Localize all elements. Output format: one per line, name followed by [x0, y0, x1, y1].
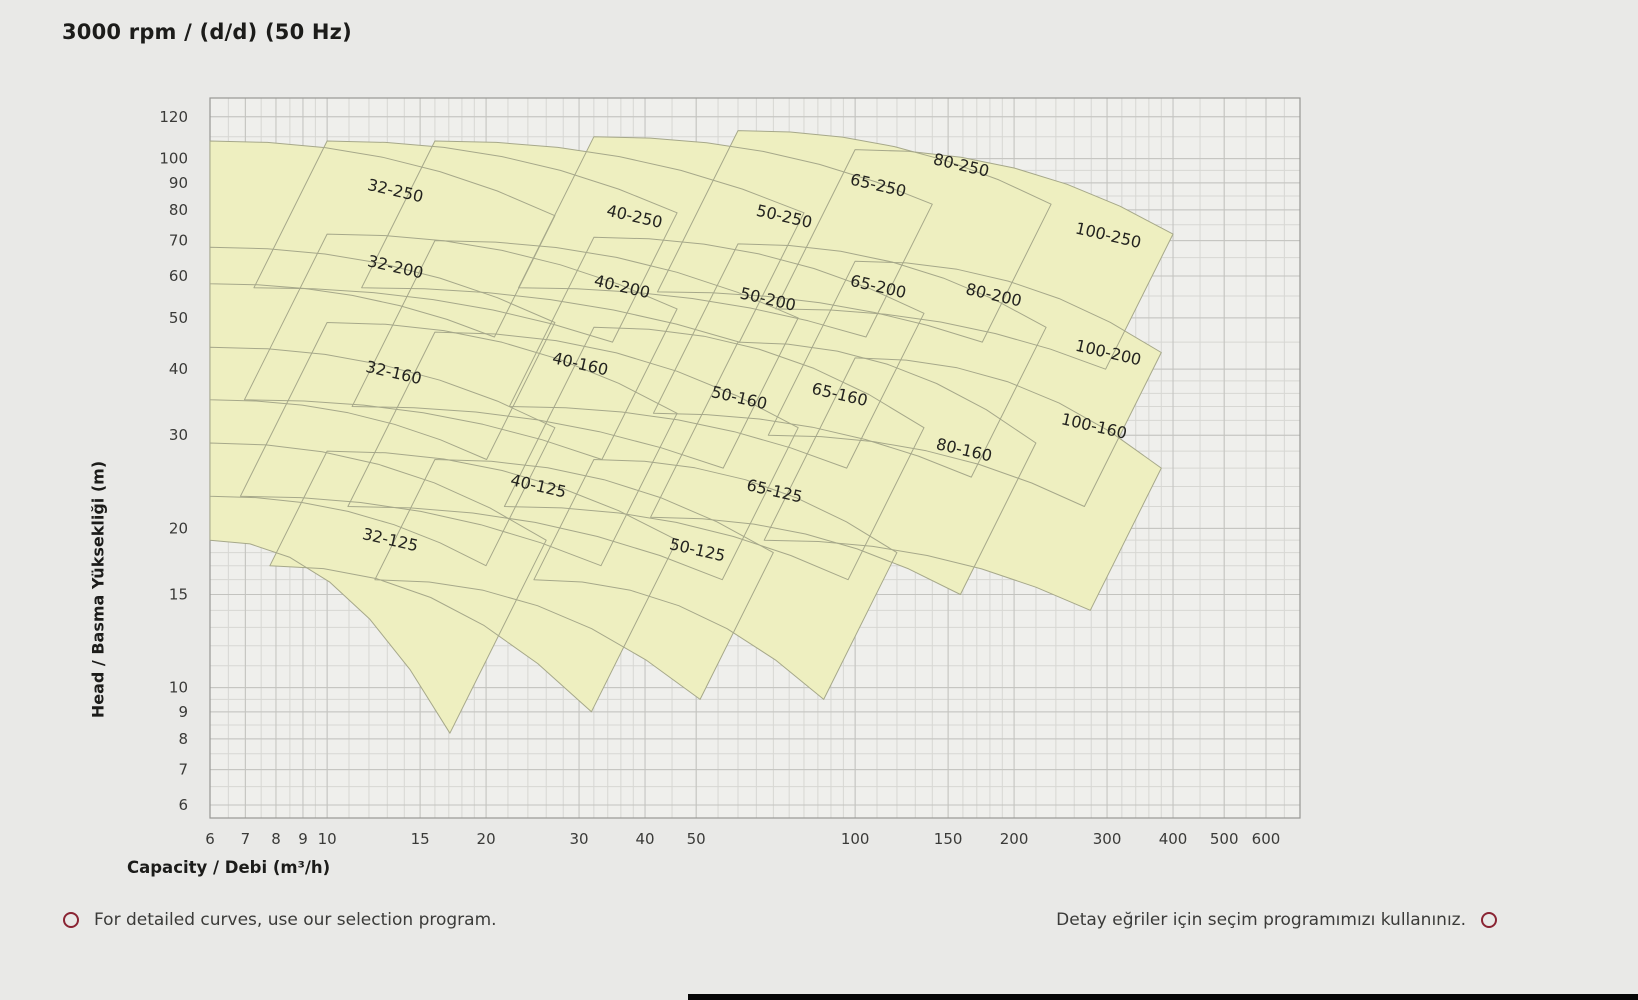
y-tick-label: 20: [169, 519, 188, 537]
x-tick-label: 10: [318, 830, 337, 848]
pump-envelope-100-160: [764, 357, 1162, 611]
y-tick-label: 15: [169, 585, 188, 603]
y-tick-label: 40: [169, 360, 188, 378]
pump-envelopes-fill: [210, 130, 1173, 734]
y-tick-label: 90: [169, 174, 188, 192]
footer-note-tr-text: Detay eğriler için seçim programımızı ku…: [1056, 910, 1466, 930]
y-tick-label: 7: [178, 761, 188, 779]
x-tick-label: 8: [271, 830, 281, 848]
x-tick-label: 500: [1210, 830, 1239, 848]
x-tick-label: 300: [1093, 830, 1122, 848]
bottom-black-bar: [688, 994, 1638, 1000]
y-axis-label: Head / Basma Yüksekliği (m): [88, 460, 108, 719]
footer-note-en-text: For detailed curves, use our selection p…: [94, 910, 497, 930]
y-tick-label: 80: [169, 201, 188, 219]
x-tick-label: 7: [241, 830, 251, 848]
x-axis-label: Capacity / Debi (m³/h): [127, 858, 331, 877]
bullet-circle-icon: [63, 912, 79, 928]
y-tick-label: 100: [159, 150, 188, 168]
y-tick-label: 60: [169, 267, 188, 285]
y-tick-label: 10: [169, 679, 188, 697]
x-tick-label: 15: [411, 830, 430, 848]
x-tick-label: 600: [1252, 830, 1281, 848]
x-tick-label: 6: [205, 830, 215, 848]
footer-note-en: For detailed curves, use our selection p…: [63, 910, 497, 930]
y-tick-label: 30: [169, 426, 188, 444]
x-tick-label: 9: [298, 830, 308, 848]
y-tick-label: 70: [169, 232, 188, 250]
y-tick-label: 50: [169, 309, 188, 327]
y-tick-label: 9: [178, 703, 188, 721]
page-title: 3000 rpm / (d/d) (50 Hz): [62, 20, 352, 44]
pump-envelopes-outline: [209, 130, 1174, 734]
y-tick-label: 120: [159, 108, 188, 126]
x-tick-label: 400: [1159, 830, 1188, 848]
x-tick-label: 150: [934, 830, 963, 848]
x-tick-label: 40: [635, 830, 654, 848]
x-tick-label: 20: [477, 830, 496, 848]
x-tick-label: 100: [841, 830, 870, 848]
x-tick-label: 200: [1000, 830, 1029, 848]
footer-note-tr: Detay eğriler için seçim programımızı ku…: [1056, 910, 1497, 930]
x-tick-label: 50: [687, 830, 706, 848]
y-tick-label: 8: [178, 730, 188, 748]
bullet-circle-icon: [1481, 912, 1497, 928]
y-tick-label: 6: [178, 796, 188, 814]
pump-envelope-65-125: [533, 459, 897, 700]
x-tick-label: 30: [570, 830, 589, 848]
